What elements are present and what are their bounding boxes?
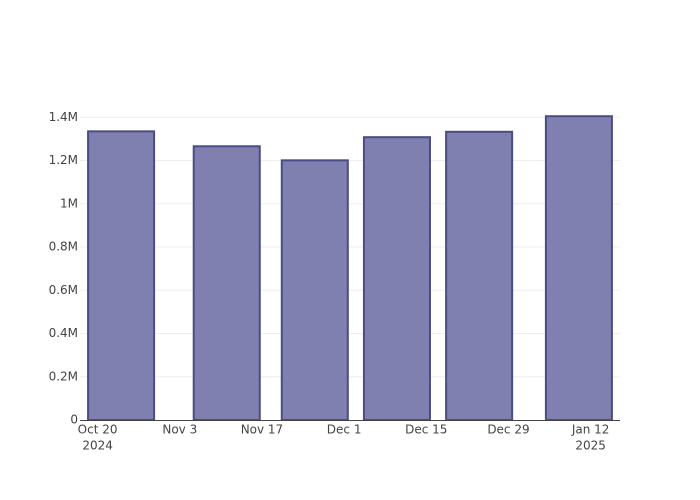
y-tick-label: 0.6M [49,283,78,297]
bar [87,130,156,421]
x-tick-label: Nov 3 [162,423,197,437]
bar [445,130,514,421]
bar [280,159,349,422]
x-tick-label: Nov 17 [241,423,284,437]
y-tick-label: 0.2M [49,369,78,383]
x-tick-label: Dec 15 [405,423,447,437]
x-tick-label: Oct 20 [78,423,118,437]
x-tick-sublabel: 2025 [575,439,606,453]
bar [362,136,431,422]
y-tick-label: 1.4M [49,110,78,124]
x-tick-label: Dec 1 [327,423,362,437]
x-tick-sublabel: 2024 [82,439,113,453]
y-tick-label: 1.2M [49,153,78,167]
bar [544,115,613,421]
bar [192,145,261,421]
x-tick-label: Jan 12 [571,423,610,437]
y-tick-label: 1M [60,196,78,210]
x-tick-label: Dec 29 [487,423,529,437]
y-tick-label: 0 [70,413,78,427]
y-tick-label: 0.8M [49,240,78,254]
y-tick-label: 0.4M [49,326,78,340]
